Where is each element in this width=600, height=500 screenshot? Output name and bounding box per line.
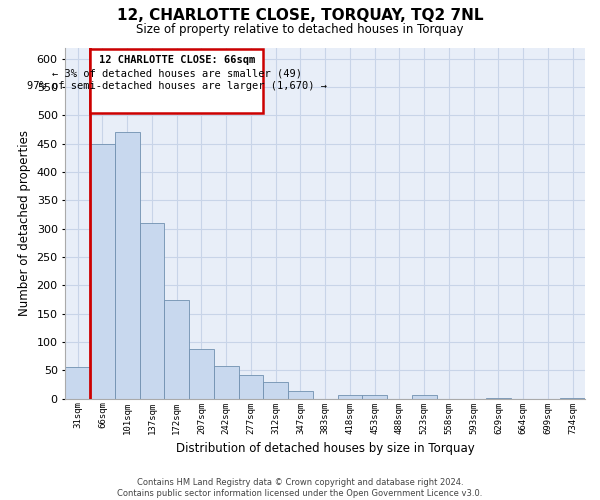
- Bar: [90, 144, 115, 399]
- Bar: [288, 390, 313, 398]
- Bar: [338, 394, 362, 398]
- Bar: [140, 223, 164, 398]
- Y-axis label: Number of detached properties: Number of detached properties: [18, 130, 31, 316]
- Text: Size of property relative to detached houses in Torquay: Size of property relative to detached ho…: [136, 22, 464, 36]
- X-axis label: Distribution of detached houses by size in Torquay: Distribution of detached houses by size …: [176, 442, 475, 455]
- Bar: [90, 48, 263, 112]
- Bar: [214, 366, 239, 398]
- Bar: [189, 349, 214, 399]
- Bar: [263, 382, 288, 398]
- Text: Contains HM Land Registry data © Crown copyright and database right 2024.
Contai: Contains HM Land Registry data © Crown c…: [118, 478, 482, 498]
- Bar: [164, 300, 189, 398]
- Bar: [239, 375, 263, 398]
- Bar: [362, 395, 387, 398]
- Text: ← 3% of detached houses are smaller (49): ← 3% of detached houses are smaller (49): [52, 68, 302, 78]
- Text: 12, CHARLOTTE CLOSE, TORQUAY, TQ2 7NL: 12, CHARLOTTE CLOSE, TORQUAY, TQ2 7NL: [117, 8, 483, 22]
- Text: 12 CHARLOTTE CLOSE: 66sqm: 12 CHARLOTTE CLOSE: 66sqm: [98, 56, 255, 66]
- Bar: [412, 394, 437, 398]
- Text: 97% of semi-detached houses are larger (1,670) →: 97% of semi-detached houses are larger (…: [27, 82, 327, 92]
- Bar: [115, 132, 140, 398]
- Bar: [65, 368, 90, 398]
